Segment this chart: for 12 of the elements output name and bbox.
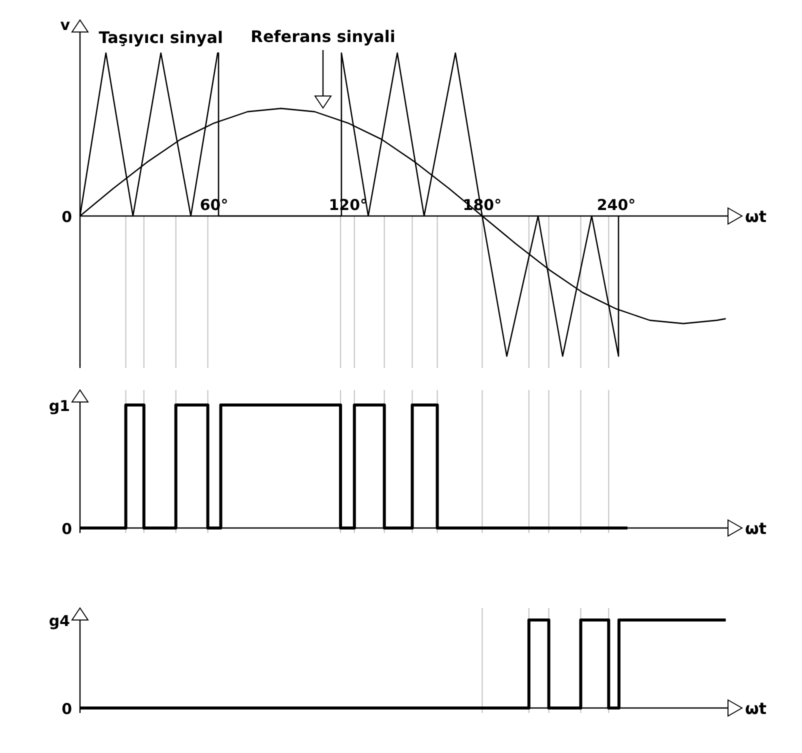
annotation: Taşıyıcı sinyal	[98, 28, 223, 47]
text: 0	[62, 208, 72, 226]
text: 0	[62, 700, 72, 718]
text: 0	[62, 520, 72, 538]
x-axis-title: ωt	[745, 699, 767, 718]
y-axis-title: g1	[48, 397, 70, 415]
x-axis-title: ωt	[745, 519, 767, 538]
x-axis-title: ωt	[745, 207, 767, 226]
text: Referans sinyali	[250, 27, 396, 46]
y-axis-title: g4	[48, 612, 70, 630]
y-axis-title: v	[60, 16, 70, 34]
x-tick-label: 240°	[596, 196, 636, 214]
